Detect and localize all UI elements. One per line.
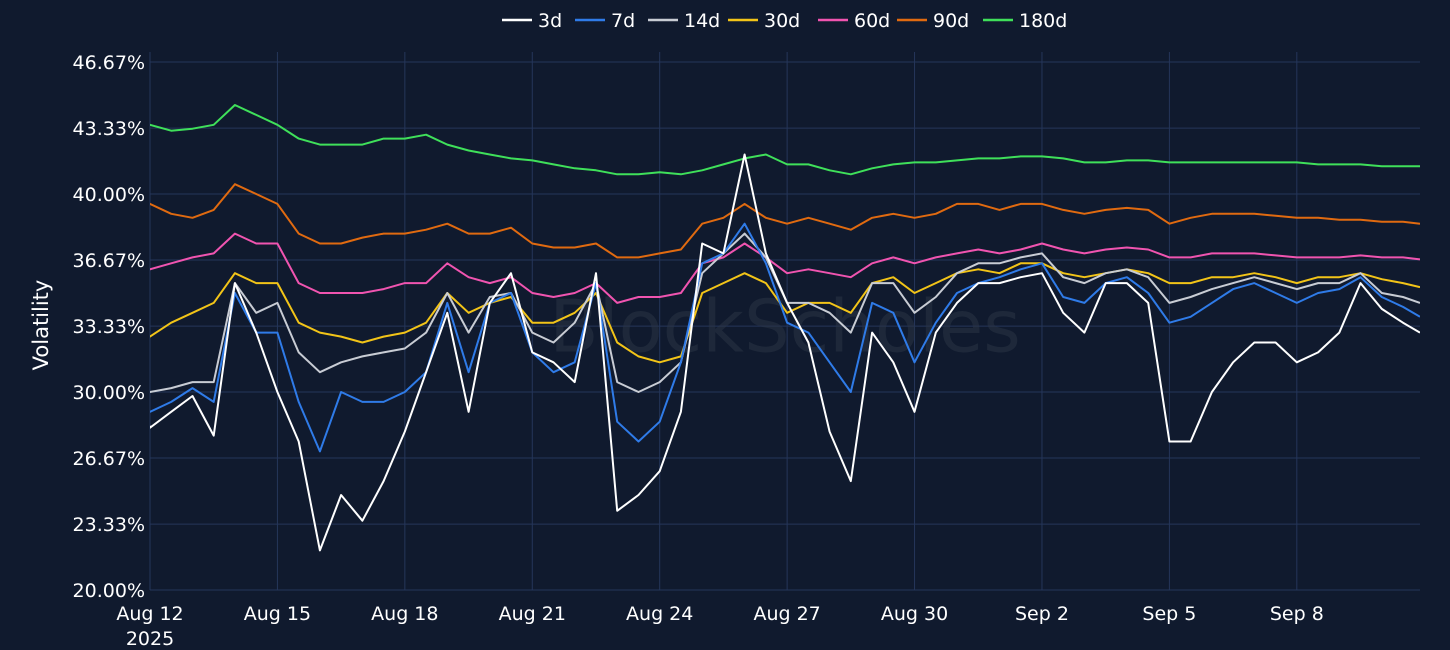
y-tick-label: 23.33% bbox=[73, 514, 145, 536]
legend-item-14d[interactable]: 14d bbox=[648, 10, 720, 32]
x-tick-label: Aug 27 bbox=[753, 603, 820, 625]
x-tick-label: Aug 21 bbox=[499, 603, 566, 625]
series-line-60d bbox=[150, 232, 1420, 304]
x-tick-label: Aug 15 bbox=[244, 603, 311, 625]
legend-label: 3d bbox=[538, 10, 562, 32]
y-tick-label: 33.33% bbox=[73, 316, 145, 338]
legend-item-7d[interactable]: 7d bbox=[575, 10, 635, 32]
y-tick-label: 30.00% bbox=[73, 382, 145, 404]
legend-label: 30d bbox=[764, 10, 800, 32]
y-tick-label: 20.00% bbox=[73, 580, 145, 602]
x-tick-label: Sep 5 bbox=[1142, 603, 1196, 625]
legend-label: 60d bbox=[854, 10, 890, 32]
legend-label: 7d bbox=[611, 10, 635, 32]
y-tick-label: 43.33% bbox=[73, 118, 145, 140]
x-tick-label: Aug 18 bbox=[371, 603, 438, 625]
x-tick-year-label: 2025 bbox=[126, 628, 174, 650]
y-axis-label: Volatility bbox=[29, 280, 53, 371]
legend-label: 14d bbox=[684, 10, 720, 32]
y-tick-label: 36.67% bbox=[73, 250, 145, 272]
legend-label: 90d bbox=[933, 10, 969, 32]
series-line-180d bbox=[150, 104, 1420, 176]
series-line-30d bbox=[150, 262, 1420, 364]
series-line-90d bbox=[150, 183, 1420, 259]
x-tick-label: Aug 30 bbox=[881, 603, 948, 625]
legend[interactable]: 3d 7d 14d 30d 60d 90d 180d bbox=[502, 10, 1067, 32]
legend-item-3d[interactable]: 3d bbox=[502, 10, 562, 32]
legend-label: 180d bbox=[1019, 10, 1067, 32]
series-line-7d bbox=[150, 222, 1420, 453]
legend-item-30d[interactable]: 30d bbox=[728, 10, 800, 32]
x-tick-label: Aug 24 bbox=[626, 603, 693, 625]
y-tick-label: 40.00% bbox=[73, 184, 145, 206]
x-tick-label: Sep 2 bbox=[1015, 603, 1069, 625]
x-tick-label: Sep 8 bbox=[1270, 603, 1324, 625]
x-axis-ticks: Aug 12 Aug 15 Aug 18 Aug 21 Aug 24 Aug 27 Aug … bbox=[116, 603, 1323, 650]
legend-item-90d[interactable]: 90d bbox=[897, 10, 969, 32]
x-tick-label: Aug 12 bbox=[116, 603, 183, 625]
y-axis-ticks: 20.00% 23.33% 26.67% 30.00% 33.33% 36.67% 40.0… bbox=[73, 52, 145, 602]
series-lines bbox=[150, 104, 1420, 552]
legend-item-180d[interactable]: 180d bbox=[983, 10, 1067, 32]
y-tick-label: 26.67% bbox=[73, 448, 145, 470]
y-tick-label: 46.67% bbox=[73, 52, 145, 74]
series-line-3d bbox=[150, 153, 1420, 552]
legend-item-60d[interactable]: 60d bbox=[818, 10, 890, 32]
